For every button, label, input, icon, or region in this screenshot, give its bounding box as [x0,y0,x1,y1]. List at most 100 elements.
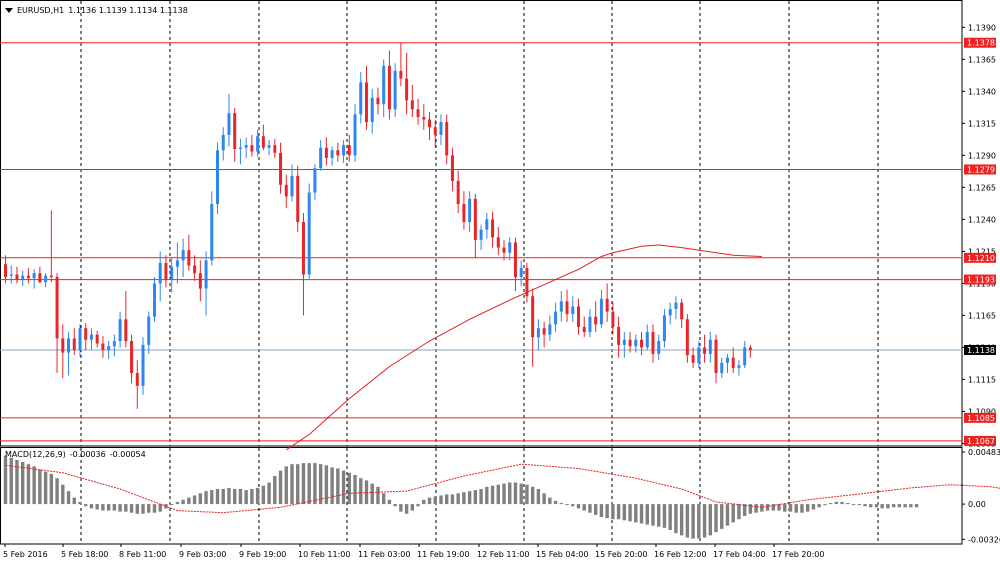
candle-body[interactable] [715,340,718,373]
candle-body[interactable] [33,273,36,278]
candle-body[interactable] [726,358,729,363]
candle-body[interactable] [313,168,316,192]
candle-body[interactable] [199,273,202,288]
candle-body[interactable] [27,276,30,279]
candle-body[interactable] [566,301,569,314]
candle-body[interactable] [571,306,574,314]
candle-body[interactable] [147,317,150,345]
candle-body[interactable] [537,328,540,337]
candle-body[interactable] [686,319,689,355]
candle-body[interactable] [302,222,305,274]
candle-body[interactable] [331,150,334,158]
candle-body[interactable] [394,71,397,109]
candle-body[interactable] [749,347,752,350]
candle-body[interactable] [720,363,723,373]
candle-body[interactable] [629,340,632,346]
candle-body[interactable] [405,79,408,101]
candle-body[interactable] [365,82,368,122]
candle-body[interactable] [462,204,465,222]
candle-body[interactable] [548,324,551,334]
candle-body[interactable] [554,312,557,325]
candle-body[interactable] [262,136,265,148]
candle-body[interactable] [439,122,442,135]
candle-body[interactable] [153,283,156,316]
candle-body[interactable] [142,345,145,386]
candle-body[interactable] [474,199,477,240]
candle-body[interactable] [245,145,248,148]
candle-body[interactable] [222,135,225,150]
candle-body[interactable] [497,237,500,247]
candle-body[interactable] [617,327,620,345]
candle-body[interactable] [308,193,311,275]
candle-body[interactable] [291,176,294,196]
candle-body[interactable] [84,328,87,340]
candle-body[interactable] [371,98,374,122]
candle-body[interactable] [451,155,454,181]
candle-body[interactable] [594,317,597,325]
candle-body[interactable] [503,248,506,253]
candle-body[interactable] [268,145,271,148]
candle-body[interactable] [669,309,672,315]
candle-body[interactable] [216,150,219,204]
candle-body[interactable] [170,267,173,280]
candle-body[interactable] [468,199,471,222]
candle-body[interactable] [577,306,580,326]
candle-body[interactable] [606,299,609,312]
candle-body[interactable] [44,276,47,282]
candle-body[interactable] [531,296,534,337]
candle-body[interactable] [743,347,746,365]
candle-body[interactable] [600,299,603,325]
candle-body[interactable] [411,100,414,109]
candle-body[interactable] [130,341,133,373]
candle-body[interactable] [273,145,276,153]
candle-body[interactable] [445,122,448,155]
candle-body[interactable] [285,185,288,197]
candle-body[interactable] [543,328,546,334]
candle-body[interactable] [187,250,190,265]
candle-body[interactable] [233,113,236,149]
candle-body[interactable] [193,265,196,273]
candle-body[interactable] [119,319,122,341]
candle-body[interactable] [124,319,127,341]
candle-body[interactable] [514,242,517,277]
candle-body[interactable] [319,148,322,168]
candle-body[interactable] [21,276,24,280]
candle-body[interactable] [434,127,437,135]
candle-body[interactable] [348,145,351,155]
candle-body[interactable] [325,148,328,158]
candle-body[interactable] [10,274,13,275]
candle-body[interactable] [651,332,654,354]
candle-body[interactable] [50,276,53,277]
candle-body[interactable] [159,263,162,283]
chart-menu-triangle-icon[interactable] [5,8,13,13]
candle-body[interactable] [67,338,70,352]
candle-body[interactable] [382,66,385,104]
candle-body[interactable] [176,260,179,266]
candle-body[interactable] [164,263,167,280]
candle-body[interactable] [113,341,116,346]
candle-body[interactable] [101,344,104,350]
candle-body[interactable] [480,230,483,240]
candle-body[interactable] [107,346,110,350]
candle-body[interactable] [732,358,735,368]
candle-body[interactable] [657,341,660,354]
candle-body[interactable] [525,268,528,296]
candle-body[interactable] [737,365,740,368]
candle-body[interactable] [491,219,494,237]
candle-body[interactable] [583,327,586,332]
candle-body[interactable] [336,150,339,155]
candle-body[interactable] [210,204,213,260]
candle-body[interactable] [640,340,643,348]
candle-body[interactable] [508,242,511,252]
candle-body[interactable] [15,274,18,279]
candle-body[interactable] [354,114,357,155]
candle-body[interactable] [520,268,523,277]
candle-body[interactable] [709,340,712,354]
candle-body[interactable] [342,145,345,155]
candle-body[interactable] [428,120,431,128]
candle-body[interactable] [634,340,637,346]
candle-body[interactable] [697,347,700,362]
candle-body[interactable] [90,335,93,340]
candle-body[interactable] [38,273,41,282]
candle-body[interactable] [78,328,81,350]
